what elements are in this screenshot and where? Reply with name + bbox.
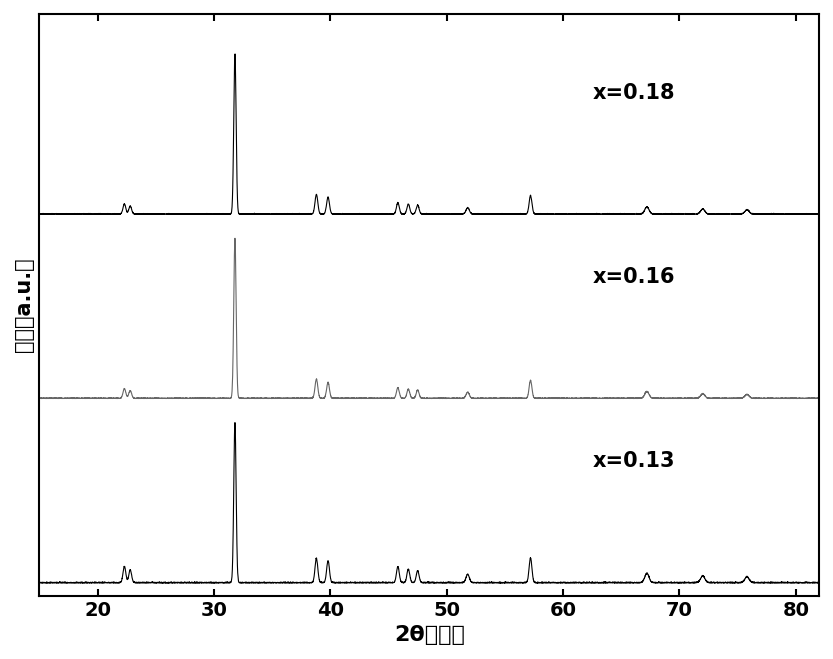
Text: x=0.18: x=0.18 <box>592 83 675 103</box>
Text: x=0.16: x=0.16 <box>592 267 675 287</box>
Y-axis label: 强度（a.u.）: 强度（a.u.） <box>14 258 34 352</box>
X-axis label: 2θ（度）: 2θ（度） <box>394 625 465 645</box>
Text: x=0.13: x=0.13 <box>592 451 675 471</box>
